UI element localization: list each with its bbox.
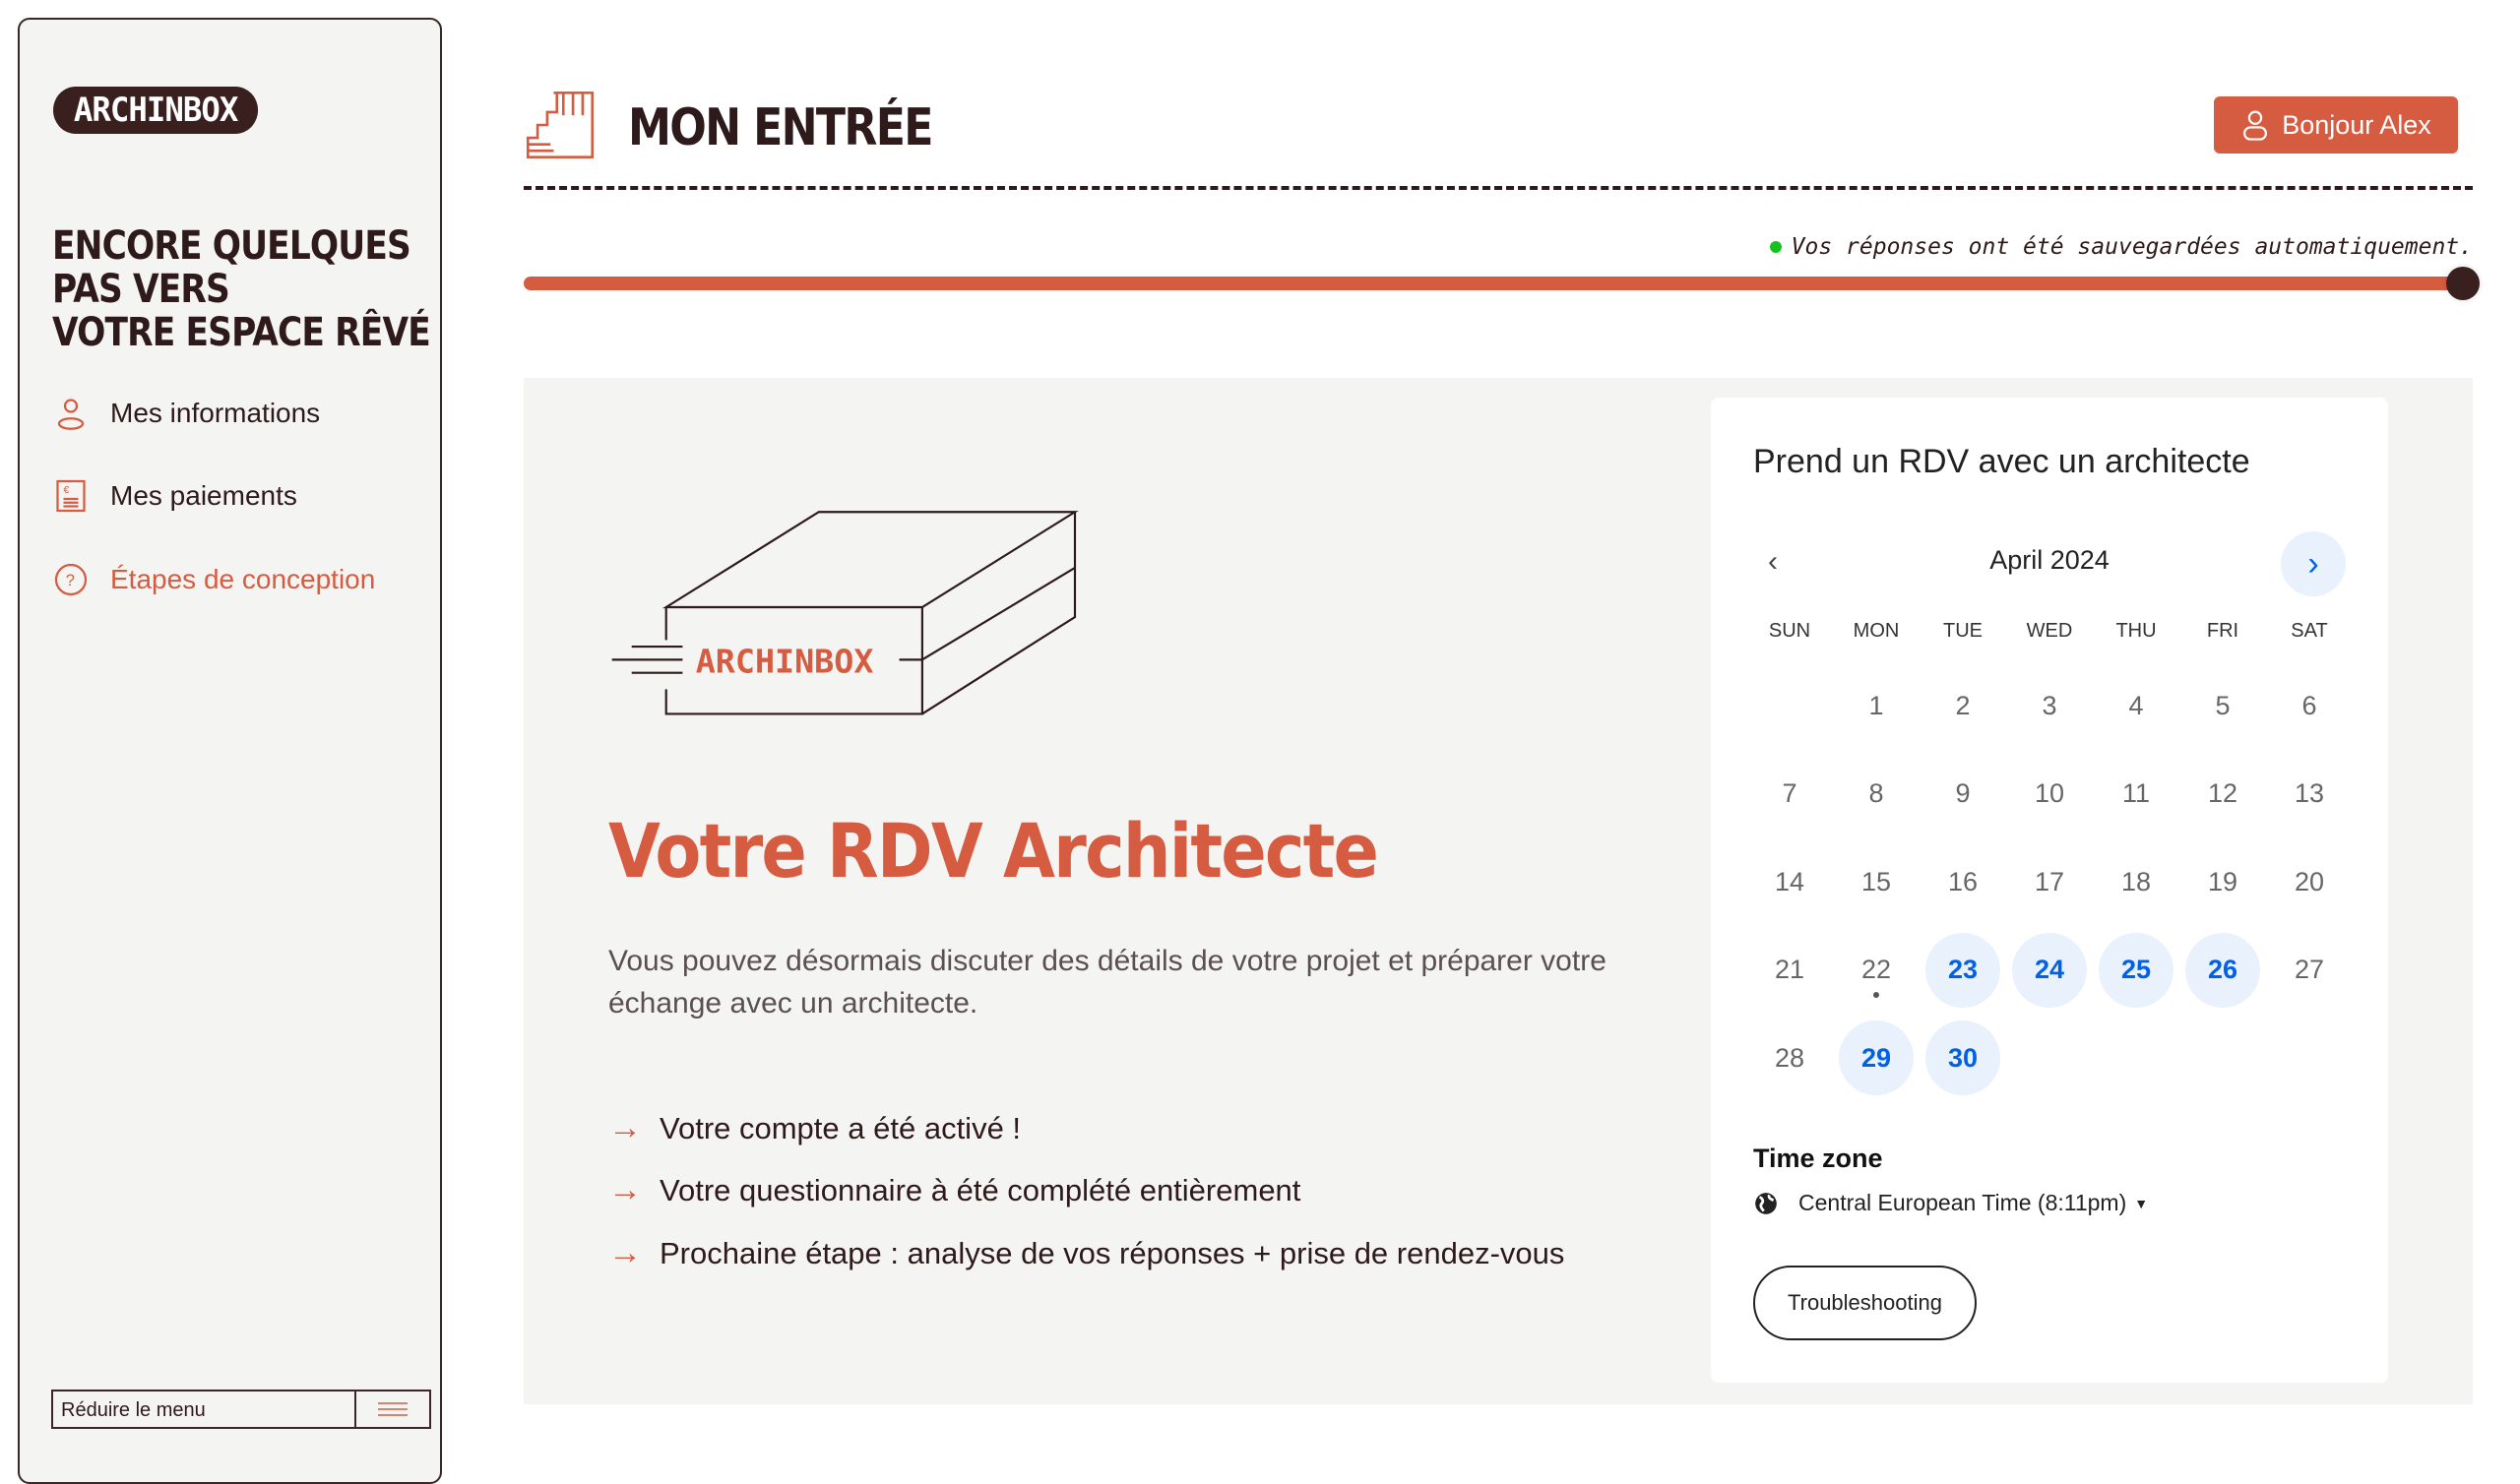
weekday-header: WED: [2026, 620, 2073, 642]
calendar-day: 10: [2034, 778, 2065, 808]
weekday-header: SAT: [2291, 620, 2328, 642]
sidebar-item-informations[interactable]: Mes informations: [53, 396, 320, 431]
calendar-title: Prend un RDV avec un architecte: [1753, 443, 2250, 480]
calendar-day: 17: [2034, 866, 2065, 897]
hamburger-icon: [356, 1391, 429, 1427]
weekday-header: THU: [2115, 620, 2157, 642]
calendar-day: 9: [1955, 778, 1971, 808]
chevron-right-icon[interactable]: ›: [2281, 531, 2346, 596]
calendar-day: 5: [2215, 690, 2231, 720]
autosave-status: Vos réponses ont été sauvegardées automa…: [1769, 234, 2473, 260]
calendar-day: 8: [1868, 778, 1884, 808]
weekday-header: FRI: [2206, 620, 2239, 642]
collapse-menu-button[interactable]: Réduire le menu: [51, 1390, 431, 1429]
weekday-header: MON: [1853, 620, 1900, 642]
illustration-logo-text: ARCHINBOX: [696, 643, 874, 681]
status-dot-icon: [1769, 241, 1782, 253]
divider: [524, 186, 2473, 190]
calendar-day: 2: [1955, 690, 1971, 720]
caret-down-icon: ▼: [2134, 1195, 2149, 1211]
calendar-day: 11: [2121, 778, 2151, 808]
calendar-day: 1: [1868, 690, 1884, 720]
calendar-day: 22: [1839, 933, 1914, 1008]
user-icon: [57, 399, 85, 430]
weekday-header: SUN: [1768, 620, 1811, 642]
greeting-label: Bonjour Alex: [2282, 109, 2431, 140]
collapse-menu-label: Réduire le menu: [53, 1391, 356, 1427]
calendar-day-available[interactable]: 30: [1925, 1020, 2000, 1095]
timezone-select[interactable]: Central European Time (8:11pm) ▼: [1753, 1190, 2148, 1216]
calendar-month: April 2024: [1989, 545, 2110, 575]
calendar-day: 6: [2301, 690, 2317, 720]
sidebar-item-label: Étapes de conception: [110, 564, 376, 594]
page-title: MON ENTRÉE: [628, 98, 933, 157]
checklist-text: Votre compte a été activé !: [660, 1110, 1022, 1145]
sidebar-tagline: ENCORE QUELQUES PAS VERS VOTRE ESPACE RÊ…: [52, 223, 431, 355]
checklist-item: → Prochaine étape : analyse de vos répons…: [608, 1234, 1564, 1272]
calendar-day-available[interactable]: 25: [2099, 932, 2174, 1008]
checklist-text: Prochaine étape : analyse de vos réponse…: [660, 1235, 1565, 1270]
globe-icon: [1755, 1192, 1777, 1214]
calendar-day-available[interactable]: 29: [1839, 1020, 1914, 1095]
timezone-label: Time zone: [1753, 1144, 1883, 1173]
entrance-stairs-icon: [526, 91, 595, 159]
timezone-value: Central European Time (8:11pm): [1798, 1190, 2127, 1215]
progress-knob: [2446, 267, 2480, 300]
invoice-euro-icon: €: [56, 479, 86, 513]
calendar-day: 19: [2207, 866, 2238, 897]
calendar-day: 14: [1774, 866, 1805, 897]
archinbox-box-illustration: ARCHINBOX: [611, 511, 1079, 715]
calendar-day: 20: [2294, 866, 2325, 897]
chevron-left-icon[interactable]: ‹: [1768, 545, 1778, 578]
section-description: Vous pouvez désormais discuter des détai…: [608, 945, 1606, 1020]
account-button[interactable]: Bonjour Alex: [2214, 96, 2458, 154]
calendar-day-available[interactable]: 24: [2012, 932, 2087, 1008]
calendar-day: 18: [2120, 866, 2152, 897]
arrow-right-icon: →: [608, 1234, 642, 1271]
calendar-day: 21: [1774, 955, 1805, 984]
section-heading: Votre RDV Architecte: [608, 807, 1379, 895]
svg-text:?: ?: [66, 572, 75, 589]
progress-bar: [524, 277, 2461, 290]
calendar-day: 28: [1774, 1042, 1805, 1073]
calendar-day-available[interactable]: 26: [2185, 932, 2260, 1008]
calendar-day: 16: [1947, 866, 1979, 897]
svg-text:€: €: [64, 484, 70, 496]
tagline-line: VOTRE ESPACE RÊVÉ: [52, 310, 431, 355]
calendar-day: 4: [2128, 690, 2144, 720]
logo[interactable]: ARCHINBOX: [53, 87, 259, 134]
tagline-line: ENCORE QUELQUES: [52, 223, 411, 269]
checklist-item: → Votre compte a été activé !: [608, 1109, 1021, 1147]
weekday-header: TUE: [1943, 620, 1983, 642]
calendar-day: 12: [2207, 778, 2238, 808]
sidebar-item-label: Mes informations: [110, 398, 321, 428]
arrow-right-icon: →: [608, 1109, 642, 1146]
calendar-day: 13: [2294, 778, 2325, 808]
calendar-day: 7: [1782, 778, 1797, 808]
question-circle-icon: ?: [54, 563, 88, 596]
autosave-text: Vos réponses ont été sauvegardées automa…: [1791, 234, 2473, 260]
troubleshooting-button[interactable]: Troubleshooting: [1753, 1266, 1977, 1340]
checklist-text: Votre questionnaire à été complété entiè…: [660, 1172, 1301, 1207]
checklist-item: → Votre questionnaire à été complété enti…: [608, 1171, 1300, 1209]
sidebar-item-paiements[interactable]: € Mes paiements: [53, 478, 297, 514]
booking-calendar: Prend un RDV avec un architecte April 20…: [1711, 398, 2388, 1383]
today-marker: [1873, 991, 1879, 998]
sidebar-item-label: Mes paiements: [110, 480, 297, 511]
calendar-day-available[interactable]: 23: [1925, 932, 2000, 1008]
tagline-line: PAS VERS: [52, 267, 230, 312]
sidebar: ARCHINBOX ENCORE QUELQUES PAS VERS VOTRE…: [18, 18, 442, 1484]
user-icon: [2243, 110, 2268, 141]
calendar-day: 3: [2042, 690, 2057, 720]
calendar-day: 27: [2294, 955, 2325, 984]
arrow-right-icon: →: [608, 1171, 642, 1208]
sidebar-item-etapes[interactable]: ? Étapes de conception: [53, 562, 375, 597]
calendar-day: 15: [1860, 866, 1892, 897]
